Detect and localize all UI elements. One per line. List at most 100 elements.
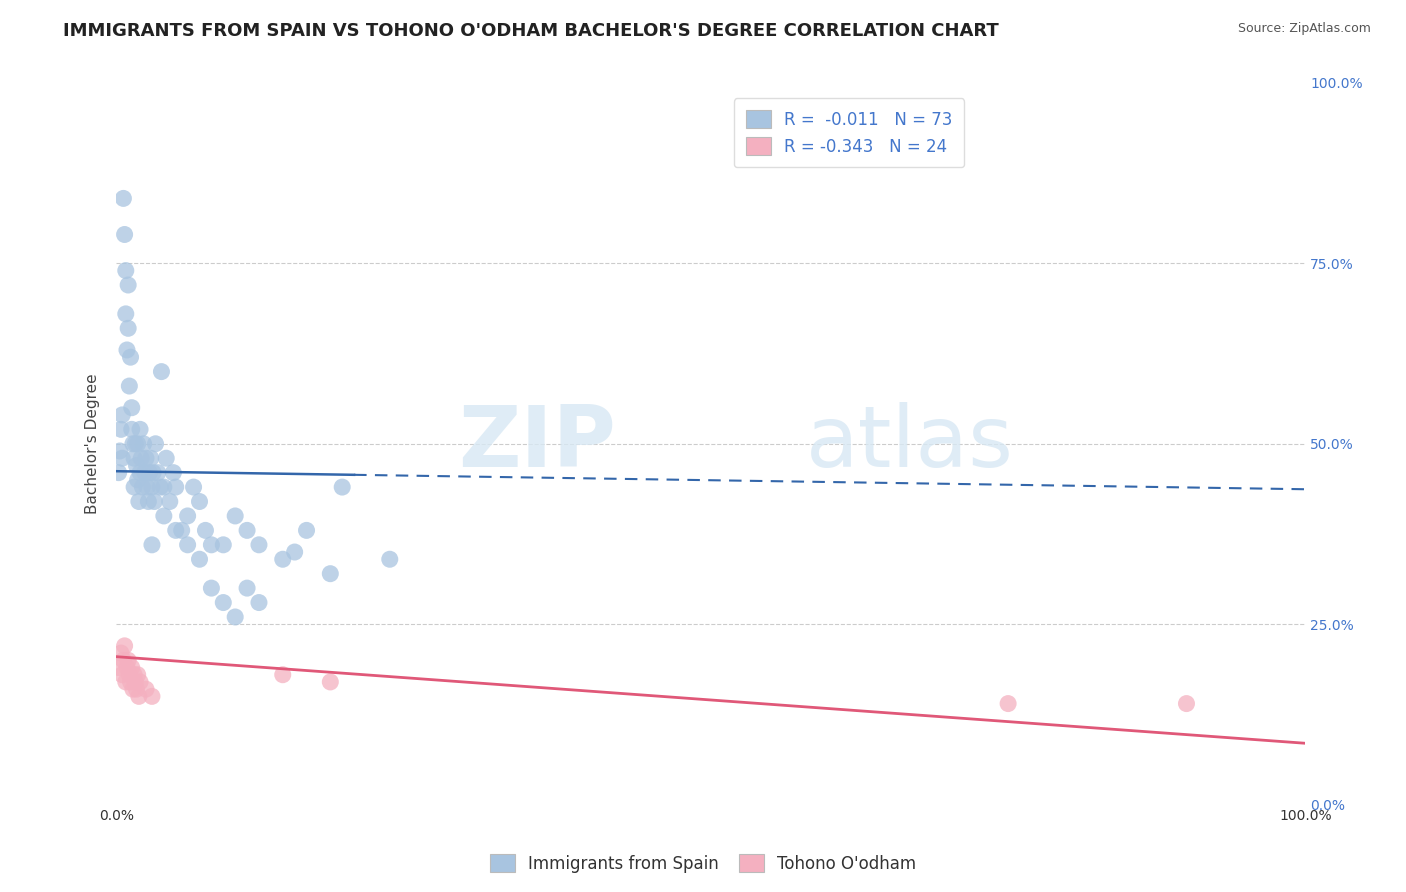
Point xyxy=(141,538,163,552)
Point xyxy=(107,660,129,674)
Point xyxy=(111,667,134,681)
Point xyxy=(284,545,307,559)
Point xyxy=(124,674,146,689)
Point xyxy=(143,494,166,508)
Point xyxy=(129,422,152,436)
Point xyxy=(122,437,145,451)
Point xyxy=(110,646,132,660)
Point xyxy=(131,480,153,494)
Text: atlas: atlas xyxy=(806,402,1014,485)
Point xyxy=(224,508,246,523)
Point xyxy=(159,494,181,508)
Point xyxy=(212,538,235,552)
Point xyxy=(129,466,152,480)
Point xyxy=(115,660,138,674)
Point xyxy=(176,508,198,523)
Point xyxy=(112,653,135,667)
Point xyxy=(110,422,132,436)
Point xyxy=(145,437,167,451)
Point xyxy=(115,343,138,357)
Text: ZIP: ZIP xyxy=(458,402,616,485)
Point xyxy=(120,674,142,689)
Y-axis label: Bachelor's Degree: Bachelor's Degree xyxy=(86,374,100,514)
Point xyxy=(194,524,217,538)
Point xyxy=(141,690,163,704)
Point xyxy=(114,674,136,689)
Point xyxy=(997,697,1019,711)
Point xyxy=(125,682,148,697)
Legend: Immigrants from Spain, Tohono O'odham: Immigrants from Spain, Tohono O'odham xyxy=(484,847,922,880)
Point xyxy=(138,466,160,480)
Point xyxy=(212,596,235,610)
Point xyxy=(117,653,139,667)
Point xyxy=(112,191,135,205)
Point xyxy=(188,494,211,508)
Point xyxy=(117,321,139,335)
Point xyxy=(183,480,205,494)
Point xyxy=(114,227,136,242)
Text: IMMIGRANTS FROM SPAIN VS TOHONO O'ODHAM BACHELOR'S DEGREE CORRELATION CHART: IMMIGRANTS FROM SPAIN VS TOHONO O'ODHAM … xyxy=(63,22,1000,40)
Point xyxy=(128,494,150,508)
Point xyxy=(142,466,165,480)
Point xyxy=(136,480,159,494)
Point xyxy=(170,524,193,538)
Point xyxy=(135,451,157,466)
Point xyxy=(153,480,176,494)
Point xyxy=(330,480,353,494)
Point xyxy=(122,667,145,681)
Point xyxy=(150,365,173,379)
Point xyxy=(271,552,294,566)
Point xyxy=(122,451,145,466)
Point xyxy=(165,480,187,494)
Point xyxy=(111,408,134,422)
Point xyxy=(114,639,136,653)
Point xyxy=(149,480,172,494)
Point xyxy=(134,466,156,480)
Point xyxy=(200,538,222,552)
Point xyxy=(153,508,176,523)
Point xyxy=(117,278,139,293)
Point xyxy=(108,444,131,458)
Point xyxy=(127,473,149,487)
Point xyxy=(121,401,143,415)
Point xyxy=(122,682,145,697)
Point xyxy=(165,524,187,538)
Point xyxy=(127,667,149,681)
Point xyxy=(129,451,152,466)
Point xyxy=(135,682,157,697)
Point xyxy=(162,466,184,480)
Point xyxy=(236,581,259,595)
Point xyxy=(127,437,149,451)
Point xyxy=(111,451,134,466)
Point xyxy=(176,538,198,552)
Point xyxy=(114,307,136,321)
Point xyxy=(247,538,270,552)
Point xyxy=(129,674,152,689)
Point xyxy=(118,379,141,393)
Text: Source: ZipAtlas.com: Source: ZipAtlas.com xyxy=(1237,22,1371,36)
Point xyxy=(121,660,143,674)
Point xyxy=(107,466,129,480)
Point xyxy=(378,552,401,566)
Point xyxy=(118,667,141,681)
Point xyxy=(247,596,270,610)
Point xyxy=(132,437,155,451)
Point xyxy=(155,451,177,466)
Point xyxy=(188,552,211,566)
Point xyxy=(319,674,342,689)
Point xyxy=(138,494,160,508)
Point xyxy=(128,690,150,704)
Point xyxy=(125,458,148,473)
Point xyxy=(139,451,162,466)
Point xyxy=(236,524,259,538)
Point xyxy=(200,581,222,595)
Point xyxy=(114,263,136,277)
Point xyxy=(1175,697,1198,711)
Point xyxy=(224,610,246,624)
Point xyxy=(122,480,145,494)
Point xyxy=(271,667,294,681)
Point xyxy=(121,422,143,436)
Point xyxy=(295,524,318,538)
Legend: R =  -0.011   N = 73, R = -0.343   N = 24: R = -0.011 N = 73, R = -0.343 N = 24 xyxy=(734,98,965,168)
Point xyxy=(319,566,342,581)
